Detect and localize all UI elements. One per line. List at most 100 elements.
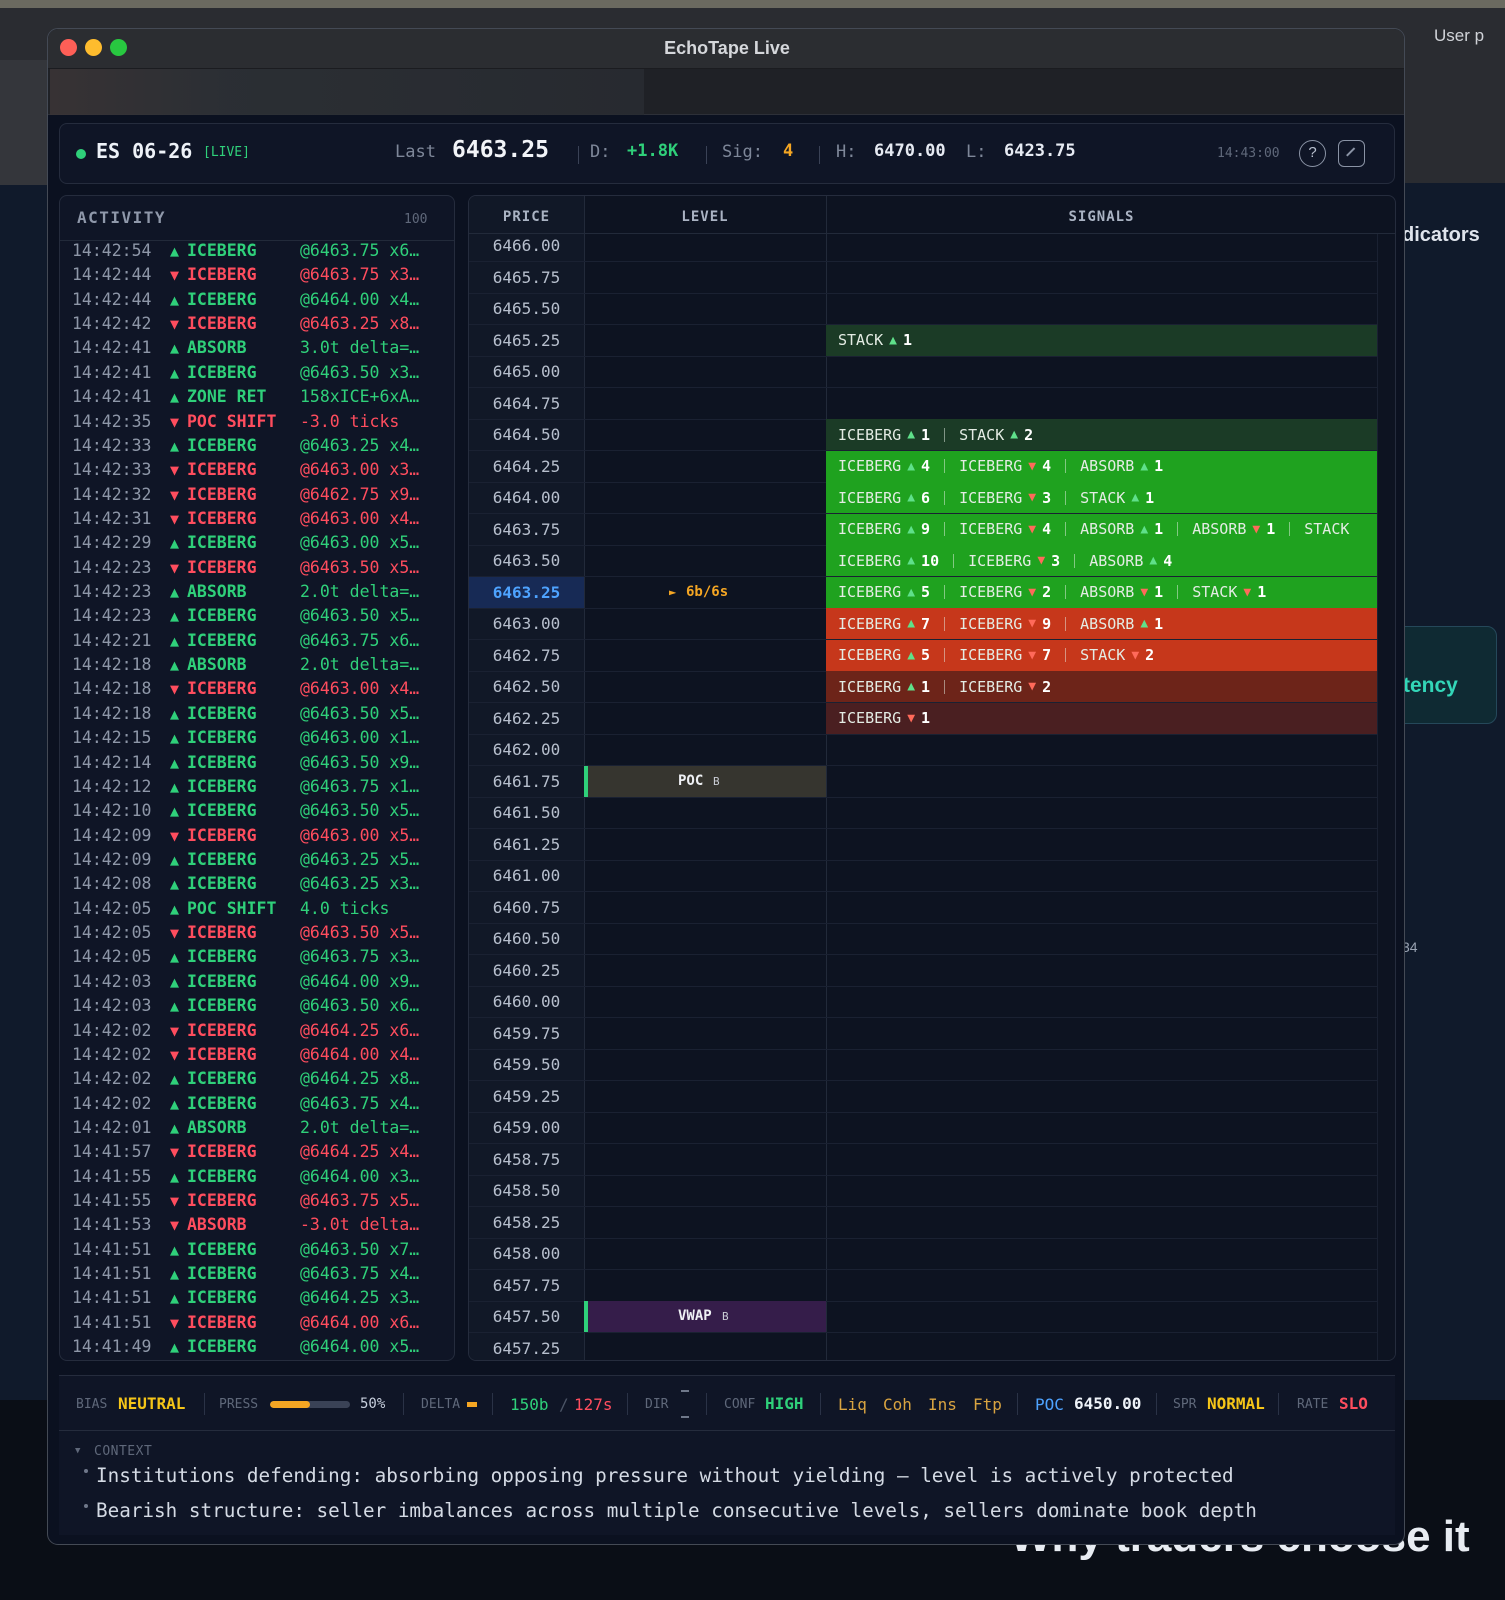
signal-count: 9 [921, 520, 931, 538]
activity-type: ICEBERG [187, 1264, 257, 1284]
signal-separator [1065, 490, 1067, 505]
activity-divider [60, 240, 454, 241]
context-item: Institutions defending: absorbing opposi… [96, 1464, 1234, 1487]
price: 6458.25 [492, 1212, 561, 1232]
signal-arrow: ▲ [1140, 616, 1149, 631]
signal-name: ICEBERG [838, 488, 902, 507]
help-button[interactable]: ? [1299, 140, 1326, 167]
activity-detail: @6462.75 x9… [300, 484, 420, 504]
popout-button[interactable] [1338, 140, 1365, 167]
signal-arrow: ▲ [907, 679, 916, 694]
signal-name: ABSORB [1089, 551, 1144, 570]
signal-count: 2 [1145, 646, 1155, 664]
row-line [469, 1269, 1377, 1270]
activity-type: ICEBERG [187, 801, 257, 821]
activity-type: ICEBERG [187, 776, 257, 796]
signal-count: 2 [1024, 425, 1034, 444]
activity-time: 14:41:51 [72, 1264, 152, 1284]
activity-time: 14:41:55 [72, 1191, 152, 1211]
activity-type: ZONE RET [187, 387, 267, 407]
signal-count: 7 [1042, 646, 1052, 664]
activity-arrow: ▼ [170, 315, 180, 334]
activity-arrow: ▼ [170, 1192, 180, 1211]
activity-type: ABSORB [187, 582, 247, 602]
signal-separator [944, 490, 946, 505]
activity-count: 100 [404, 212, 428, 227]
activity-type: ICEBERG [187, 1093, 257, 1113]
activity-type: ICEBERG [187, 728, 257, 748]
price: 6458.75 [492, 1149, 561, 1169]
signal-separator [1177, 522, 1179, 536]
activity-time: 14:41:51 [72, 1239, 152, 1259]
activity-time: 14:42:12 [72, 776, 152, 796]
activity-type: ICEBERG [187, 825, 257, 845]
activity-detail: @6463.50 x5… [300, 557, 420, 577]
activity-detail: @6463.00 x3… [300, 460, 420, 480]
activity-type: ICEBERG [187, 1312, 257, 1332]
activity-detail: @6464.00 x3… [300, 1166, 420, 1186]
activity-time: 14:42:33 [72, 435, 152, 455]
header-bar: ES 06-26 [LIVE] Last 6463.25 D: +1.8K Sig: 4 H: 6… [59, 123, 1395, 184]
context-toggle[interactable]: ▼ [75, 1446, 81, 1456]
signal-row: STACK ▲ 1 [826, 324, 1377, 356]
signal-name: ICEBERG [959, 677, 1023, 696]
row-line [469, 1206, 1377, 1207]
row-line [469, 1174, 1377, 1176]
signal-name: ICEBERG [838, 551, 902, 570]
window-minimize[interactable] [85, 39, 102, 56]
signal-count: 1 [1257, 583, 1267, 601]
divider [578, 146, 579, 164]
activity-type: ICEBERG [187, 265, 257, 285]
activity-detail: @6463.75 x6… [300, 241, 420, 260]
signal-name: ICEBERG [959, 583, 1023, 601]
activity-detail: @6463.75 x4… [300, 1093, 420, 1113]
activity-type: ICEBERG [187, 996, 257, 1016]
signal-name: ICEBERG [838, 520, 902, 538]
signal-row: ICEBERG ▲ 1 ICEBERG ▼ 2 [826, 671, 1377, 702]
level-marker: POC B [584, 765, 826, 797]
bg-indicators: dicators [1402, 224, 1480, 246]
activity-time: 14:42:23 [72, 582, 152, 602]
activity-detail: @6463.50 x6… [300, 996, 420, 1016]
activity-type: ICEBERG [187, 1239, 257, 1259]
dir-label: DIR [645, 1397, 669, 1412]
signal-arrow: ▼ [1028, 679, 1037, 694]
price: 6463.75 [492, 519, 561, 539]
activity-arrow: ▼ [170, 1143, 180, 1162]
bg-user: User p [1434, 26, 1485, 45]
activity-detail: -3.0 ticks [300, 411, 400, 431]
press-value: 50% [360, 1396, 386, 1412]
context-item: Bearish structure: seller imbalances acr… [96, 1499, 1257, 1522]
activity-detail: @6463.50 x5… [300, 703, 420, 723]
signal-count: 3 [1051, 551, 1061, 570]
activity-arrow: ▲ [170, 534, 180, 553]
activity-time: 14:42:03 [72, 996, 152, 1016]
activity-time: 14:41:49 [72, 1337, 152, 1357]
signal-separator [944, 648, 946, 662]
activity-detail: 3.0t delta=… [300, 338, 420, 358]
activity-detail: @6463.00 x4… [300, 508, 420, 528]
window-close[interactable] [60, 39, 77, 56]
activity-time: 14:41:51 [72, 1312, 152, 1332]
signal-separator [944, 585, 946, 599]
signal-arrow: ▼ [1252, 521, 1261, 537]
level-name: VWAP [678, 1308, 712, 1324]
conf-label: CONF [724, 1397, 756, 1412]
signal-name: STACK [1080, 646, 1126, 664]
window-maximize[interactable] [110, 39, 127, 56]
divider [819, 146, 820, 164]
price: 6463.00 [492, 614, 561, 633]
signal-arrow: ▼ [1131, 647, 1140, 663]
activity-arrow: ▼ [170, 1216, 180, 1235]
divider [706, 146, 707, 164]
price: 6464.50 [492, 425, 561, 444]
live-dot [76, 149, 86, 159]
signal-name: STACK [959, 425, 1005, 444]
signal-arrow: ▲ [907, 647, 916, 663]
activity-arrow: ▲ [170, 1070, 180, 1089]
low-value: 6423.75 [1004, 141, 1076, 161]
activity-time: 14:41:55 [72, 1166, 152, 1186]
activity-arrow: ▲ [170, 899, 180, 918]
poc-label: POC [1035, 1395, 1064, 1414]
activity-arrow: ▲ [170, 339, 180, 358]
